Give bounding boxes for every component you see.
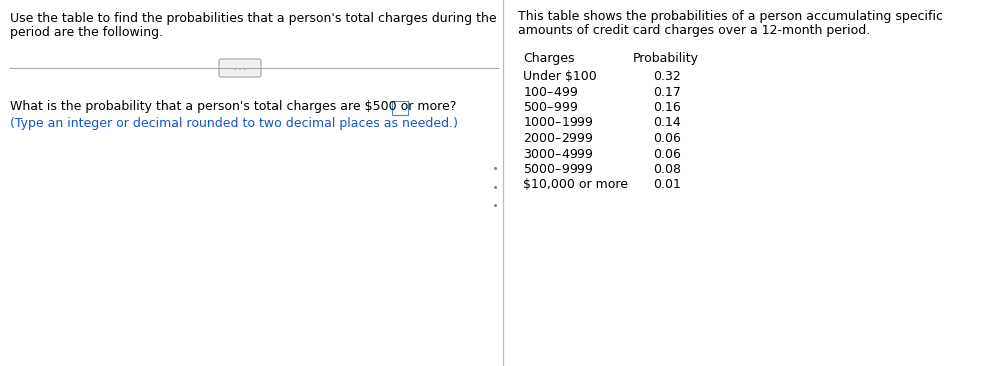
- Text: 0.06: 0.06: [653, 132, 681, 145]
- Text: 0.01: 0.01: [653, 179, 681, 191]
- Text: $5000 – $9999: $5000 – $9999: [523, 163, 594, 176]
- Text: $100 – $499: $100 – $499: [523, 86, 578, 98]
- Text: Charges: Charges: [523, 52, 574, 65]
- Text: 0.17: 0.17: [653, 86, 681, 98]
- Text: $10,000 or more: $10,000 or more: [523, 179, 628, 191]
- Text: 0.32: 0.32: [653, 70, 681, 83]
- Text: 0.08: 0.08: [653, 163, 681, 176]
- Text: 0.06: 0.06: [653, 147, 681, 161]
- Text: $2000 – $2999: $2000 – $2999: [523, 132, 593, 145]
- Text: $1000 – $1999: $1000 – $1999: [523, 116, 594, 130]
- Text: period are the following.: period are the following.: [10, 26, 163, 39]
- Text: Probability: Probability: [633, 52, 699, 65]
- Text: (Type an integer or decimal rounded to two decimal places as needed.): (Type an integer or decimal rounded to t…: [10, 117, 458, 130]
- FancyBboxPatch shape: [392, 101, 408, 115]
- Text: What is the probability that a person's total charges are $500 or more?: What is the probability that a person's …: [10, 100, 456, 113]
- Text: Use the table to find the probabilities that a person's total charges during the: Use the table to find the probabilities …: [10, 12, 497, 25]
- Text: This table shows the probabilities of a person accumulating specific: This table shows the probabilities of a …: [518, 10, 943, 23]
- Text: 0.14: 0.14: [653, 116, 681, 130]
- Text: . . .: . . .: [234, 63, 246, 72]
- Text: $500 – $999: $500 – $999: [523, 101, 578, 114]
- Text: amounts of credit card charges over a 12-month period.: amounts of credit card charges over a 12…: [518, 24, 870, 37]
- Text: 0.16: 0.16: [653, 101, 681, 114]
- FancyBboxPatch shape: [219, 59, 261, 77]
- Text: $3000 – $4999: $3000 – $4999: [523, 147, 594, 161]
- Text: Under $100: Under $100: [523, 70, 597, 83]
